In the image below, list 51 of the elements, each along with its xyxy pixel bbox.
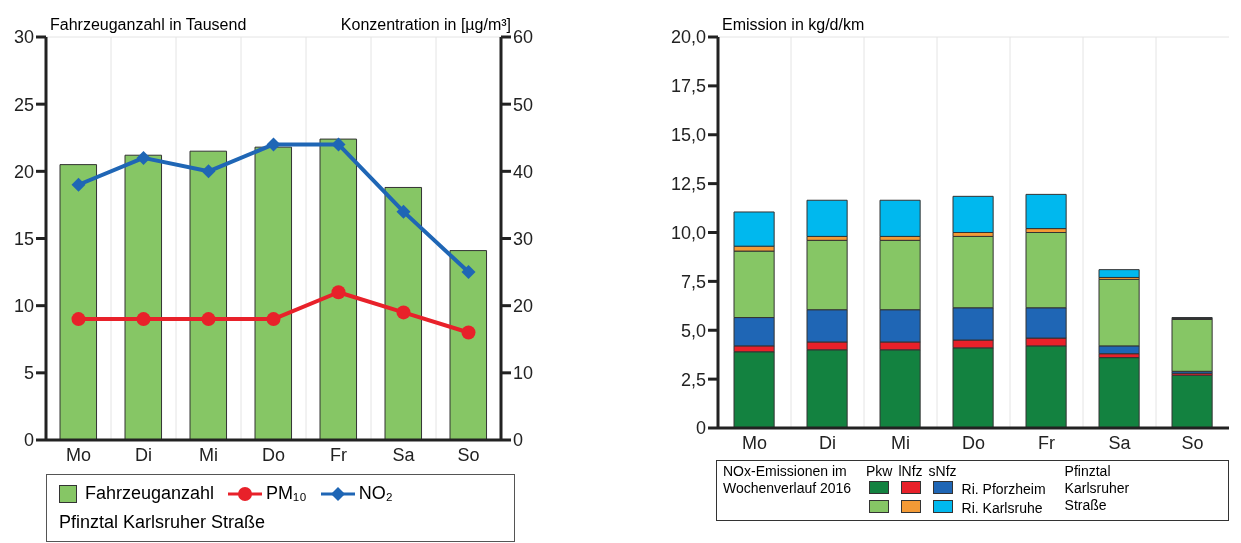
y-tick-label: 20,0 [670,27,706,48]
y2-axis-title: Konzentration in [µg/m³] [340,16,511,34]
x-tick-label: So [457,444,480,465]
y-tick-label: 25 [13,94,34,115]
y2-tick-label: 30 [513,228,534,249]
y-tick-label: 10,0 [670,222,706,243]
legend-label: PM₁₀ [265,483,307,504]
text: Pkw [865,463,894,480]
y-axis-title: Fahrzeuganzahl in Tausend [50,16,247,34]
x-tick-label: Sa [1108,432,1132,453]
y-tick-label: 7,5 [680,271,706,292]
text: NOx-Emissionen im Wochenverlauf 2016 [723,463,853,498]
x-tick-label: So [1181,432,1204,453]
text: lNfz [897,463,924,480]
legend-label: Fahrzeuganzahl [84,483,215,504]
y-tick-label: 17,5 [670,76,706,97]
y-tick-label: 0 [23,430,34,451]
x-tick-label: Sa [392,444,416,465]
y-tick-label: 5,0 [680,320,706,341]
text: sNfz [927,463,958,480]
y-tick-label: 12,5 [670,174,706,195]
x-tick-label: Fr [1038,432,1055,453]
x-tick-label: Mo [65,444,92,465]
x-tick-label: Do [261,444,286,465]
y2-tick-label: 40 [513,161,534,182]
y2-tick-label: 0 [513,430,524,451]
text: Pfinztal Karlsruher Straße [1064,463,1131,515]
x-tick-label: Mi [199,444,218,465]
x-tick-label: Do [961,432,986,453]
y-tick-label: 10 [13,296,34,317]
text: Ri. Pforzheim [960,480,1047,499]
x-tick-label: Mi [891,432,910,453]
y2-tick-label: 50 [513,94,534,115]
y-tick-label: 2,5 [680,369,706,390]
y-tick-label: 5 [23,363,34,384]
text: Pfinztal Karlsruher Straße [59,512,267,533]
legend-label: NO₂ [357,483,393,504]
y-tick-label: 20 [13,161,34,182]
x-tick-label: Fr [330,444,347,465]
y-axis-title: Emission in kg/d/km [722,16,865,34]
y-tick-label: 0 [695,418,706,439]
y-tick-label: 15 [13,228,34,249]
y-tick-label: 15,0 [670,125,706,146]
text: Ri. Karlsruhe [960,499,1044,518]
x-tick-label: Mo [741,432,768,453]
x-tick-label: Di [135,444,152,465]
y2-tick-label: 20 [513,296,534,317]
y2-tick-label: 10 [513,363,534,384]
y-tick-label: 30 [13,27,34,48]
x-tick-label: Di [819,432,836,453]
y2-tick-label: 60 [513,27,534,48]
